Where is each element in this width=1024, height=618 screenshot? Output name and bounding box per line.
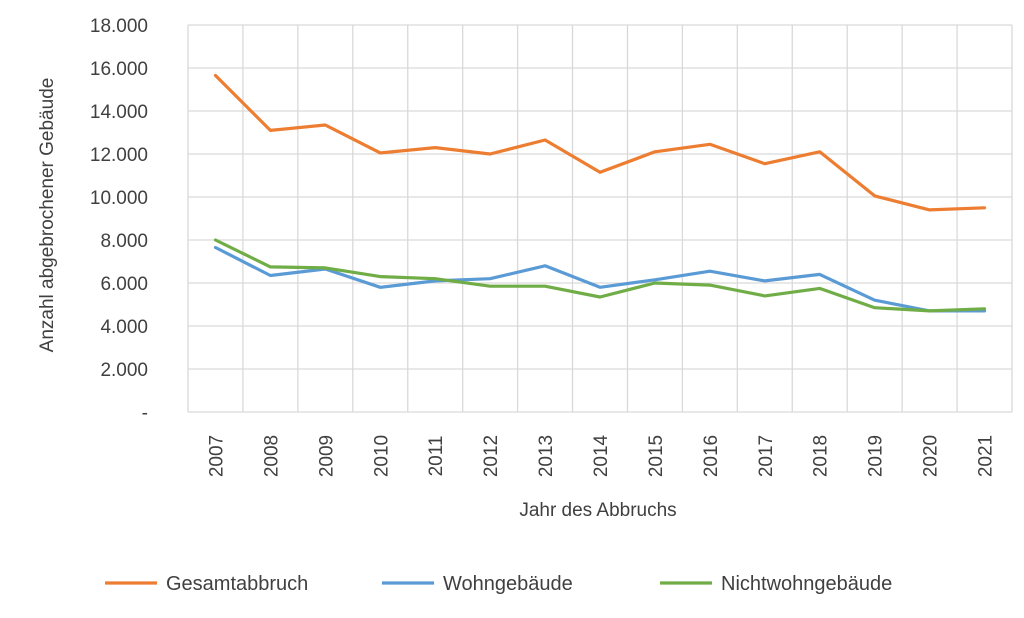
y-tick-label: 8.000: [100, 231, 148, 252]
x-tick-label: 2016: [701, 435, 722, 477]
series-line: [213, 238, 987, 313]
legend: Gesamtabbruch Wohngebäude Nichtwohngebäude: [105, 573, 892, 595]
x-tick-label: 2019: [866, 435, 887, 477]
x-tick-label: 2011: [426, 436, 447, 477]
x-axis-label: Jahr des Abbruchs: [519, 500, 676, 521]
x-tick-label: 2012: [481, 435, 502, 477]
legend-label: Wohngebäude: [443, 573, 573, 595]
x-tick-label: 2007: [206, 435, 227, 477]
y-tick-label: -: [142, 403, 148, 424]
x-tick-label: 2010: [371, 435, 392, 477]
series-lines: [213, 73, 987, 313]
x-tick-label: 2014: [591, 434, 612, 477]
x-tick-label: 2008: [261, 435, 282, 477]
series-line: [213, 245, 987, 313]
legend-label: Nichtwohngebäude: [721, 573, 892, 595]
x-tick-label: 2018: [811, 435, 832, 477]
x-tick-label: 2020: [921, 435, 942, 477]
y-axis-ticks: - 2.000 4.000 6.000 8.000 10.000 12.000 14.000 1…: [90, 16, 148, 424]
x-axis-ticks: 2007 2008 2009 2010 2011 2012 2013 2014 2015 2016…: [206, 434, 996, 477]
x-tick-label: 2021: [976, 435, 997, 477]
y-tick-label: 18.000: [90, 16, 148, 37]
y-axis-label: Anzahl abgebrochener Gebäude: [37, 78, 58, 353]
x-tick-label: 2009: [316, 435, 337, 477]
y-tick-label: 16.000: [90, 59, 148, 80]
y-tick-label: 14.000: [90, 102, 148, 123]
y-tick-label: 6.000: [100, 274, 148, 295]
series-line: [213, 73, 987, 212]
y-tick-label: 4.000: [100, 317, 148, 338]
legend-label: Gesamtabbruch: [166, 573, 308, 595]
y-tick-label: 10.000: [90, 188, 148, 209]
grid: [187, 24, 1013, 413]
x-tick-label: 2015: [646, 435, 667, 477]
y-tick-label: 2.000: [100, 360, 148, 381]
x-tick-label: 2013: [536, 435, 557, 477]
x-tick-label: 2017: [756, 435, 777, 477]
y-tick-label: 12.000: [90, 145, 148, 166]
